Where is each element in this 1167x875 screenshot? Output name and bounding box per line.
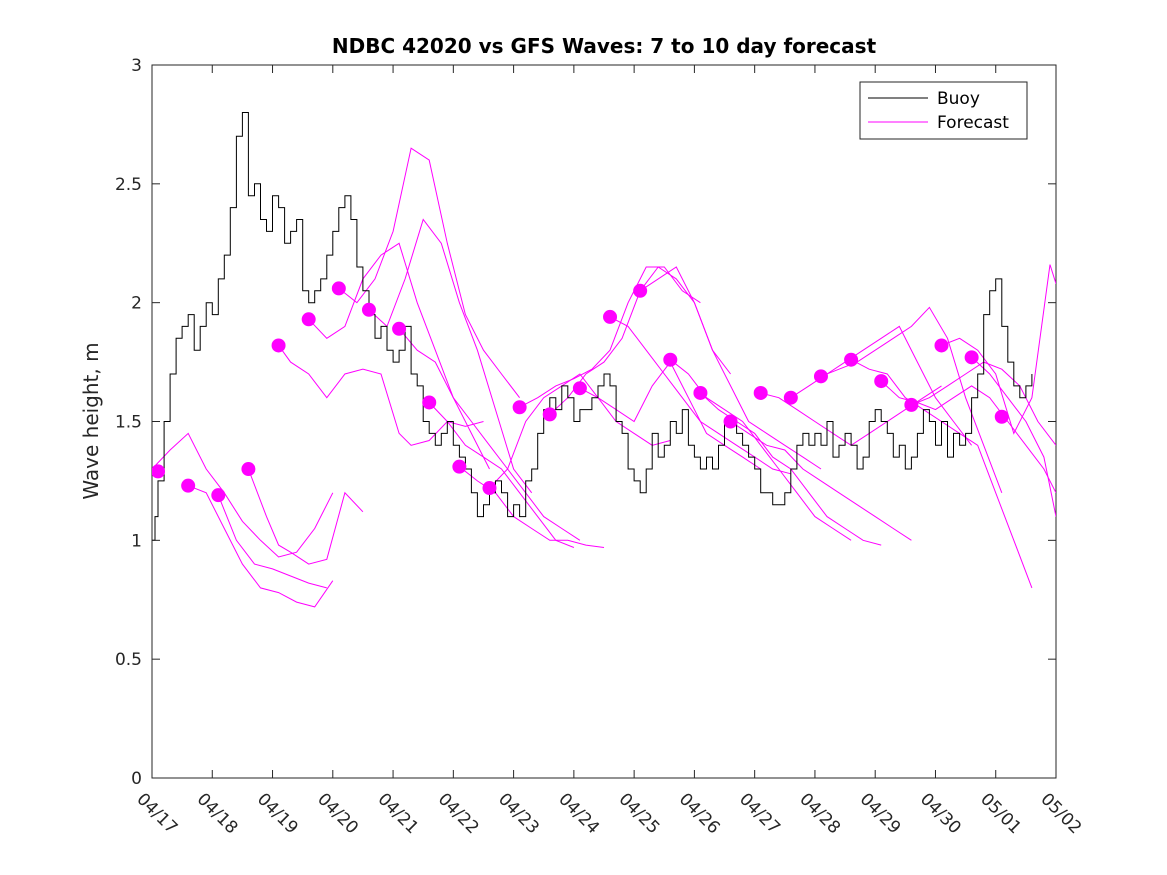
plot-area (151, 64, 1057, 779)
y-tick-label-5: 2.5 (115, 175, 142, 195)
forecast-marker-20 (753, 385, 768, 400)
legend-box (859, 81, 1028, 140)
x-tick-label-1: 04/18 (193, 789, 242, 838)
forecast-line-11 (489, 373, 671, 489)
forecast-marker-21 (783, 390, 798, 405)
forecast-marker-5 (301, 312, 316, 327)
x-tick-label-13: 04/30 (916, 789, 965, 838)
forecast-marker-15 (603, 309, 618, 324)
y-axis-label: Wave height, m (79, 342, 103, 499)
x-tick-label-7: 04/24 (554, 789, 603, 838)
x-tick-label-6: 04/23 (494, 789, 543, 838)
x-tick-label-12: 04/29 (856, 789, 905, 838)
y-tick-label-3: 1.5 (115, 413, 142, 433)
x-tick-label-9: 04/26 (675, 789, 724, 838)
forecast-line-0 (152, 432, 334, 558)
forecast-line-7 (368, 218, 533, 494)
forecast-line-26 (941, 264, 1056, 435)
forecast-marker-25 (904, 397, 919, 412)
legend-forecast-label: Forecast (937, 113, 1009, 133)
x-tick-label-14: 05/01 (976, 789, 1025, 838)
forecast-line-15 (609, 316, 791, 475)
forecast-line-5 (308, 242, 490, 470)
x-tick-label-8: 04/25 (615, 789, 664, 838)
forecast-marker-1 (181, 478, 196, 493)
x-tick-label-11: 04/28 (795, 789, 844, 838)
forecast-line-19 (730, 421, 912, 541)
forecast-line-8 (398, 328, 581, 541)
x-tick-label-10: 04/27 (735, 789, 784, 838)
x-tick-label-15: 05/02 (1036, 789, 1085, 838)
forecast-line-27 (971, 356, 1056, 517)
forecast-marker-14 (572, 381, 587, 396)
forecast-marker-4 (271, 338, 286, 353)
forecast-marker-7 (361, 302, 376, 317)
x-tick-label-4: 04/21 (374, 789, 423, 838)
forecast-line-6 (338, 147, 520, 399)
forecast-marker-10 (452, 459, 467, 474)
forecast-marker-28 (994, 409, 1009, 424)
forecast-marker-6 (331, 281, 346, 296)
legend: Buoy Forecast (859, 81, 1028, 140)
y-tick-label-2: 1 (131, 531, 142, 551)
forecast-marker-3 (241, 462, 256, 477)
forecast-line-3 (247, 468, 364, 565)
forecast-line-2 (217, 495, 327, 589)
forecast-marker-11 (482, 481, 497, 496)
y-axis: 0 0.5 1 1.5 2 2.5 3 (115, 56, 1056, 789)
y-tick-label-4: 2 (131, 294, 142, 314)
forecast-line-1 (188, 485, 334, 608)
forecast-marker-27 (964, 350, 979, 365)
forecast-marker-2 (211, 488, 226, 503)
y-tick-label-0: 0 (131, 769, 142, 789)
y-tick-label-1: 0.5 (115, 650, 142, 670)
forecast-line-16 (639, 266, 822, 470)
x-tick-label-5: 04/22 (434, 789, 483, 838)
series-group (152, 112, 1056, 608)
forecast-marker-23 (844, 352, 859, 367)
forecast-marker-8 (392, 321, 407, 336)
forecast-marker-18 (693, 385, 708, 400)
chart-title: NDBC 42020 vs GFS Waves: 7 to 10 day for… (332, 34, 877, 58)
legend-buoy-label: Buoy (937, 89, 980, 109)
x-tick-label-3: 04/20 (313, 789, 362, 838)
forecast-marker-19 (723, 414, 738, 429)
axes-box (151, 64, 1057, 779)
forecast-marker-22 (813, 369, 828, 384)
forecast-marker-13 (542, 407, 557, 422)
forecast-marker-16 (633, 283, 648, 298)
x-tick-label-0: 04/17 (132, 789, 181, 838)
buoy-line (152, 112, 1033, 541)
forecast-marker-12 (512, 400, 527, 415)
forecast-marker-17 (663, 352, 678, 367)
forecast-marker-24 (874, 374, 889, 389)
forecast-marker-9 (422, 395, 437, 410)
y-tick-label-6: 3 (131, 56, 142, 76)
x-tick-label-2: 04/19 (253, 789, 302, 838)
forecast-marker-26 (934, 338, 949, 353)
forecast-marker-0 (152, 464, 166, 479)
